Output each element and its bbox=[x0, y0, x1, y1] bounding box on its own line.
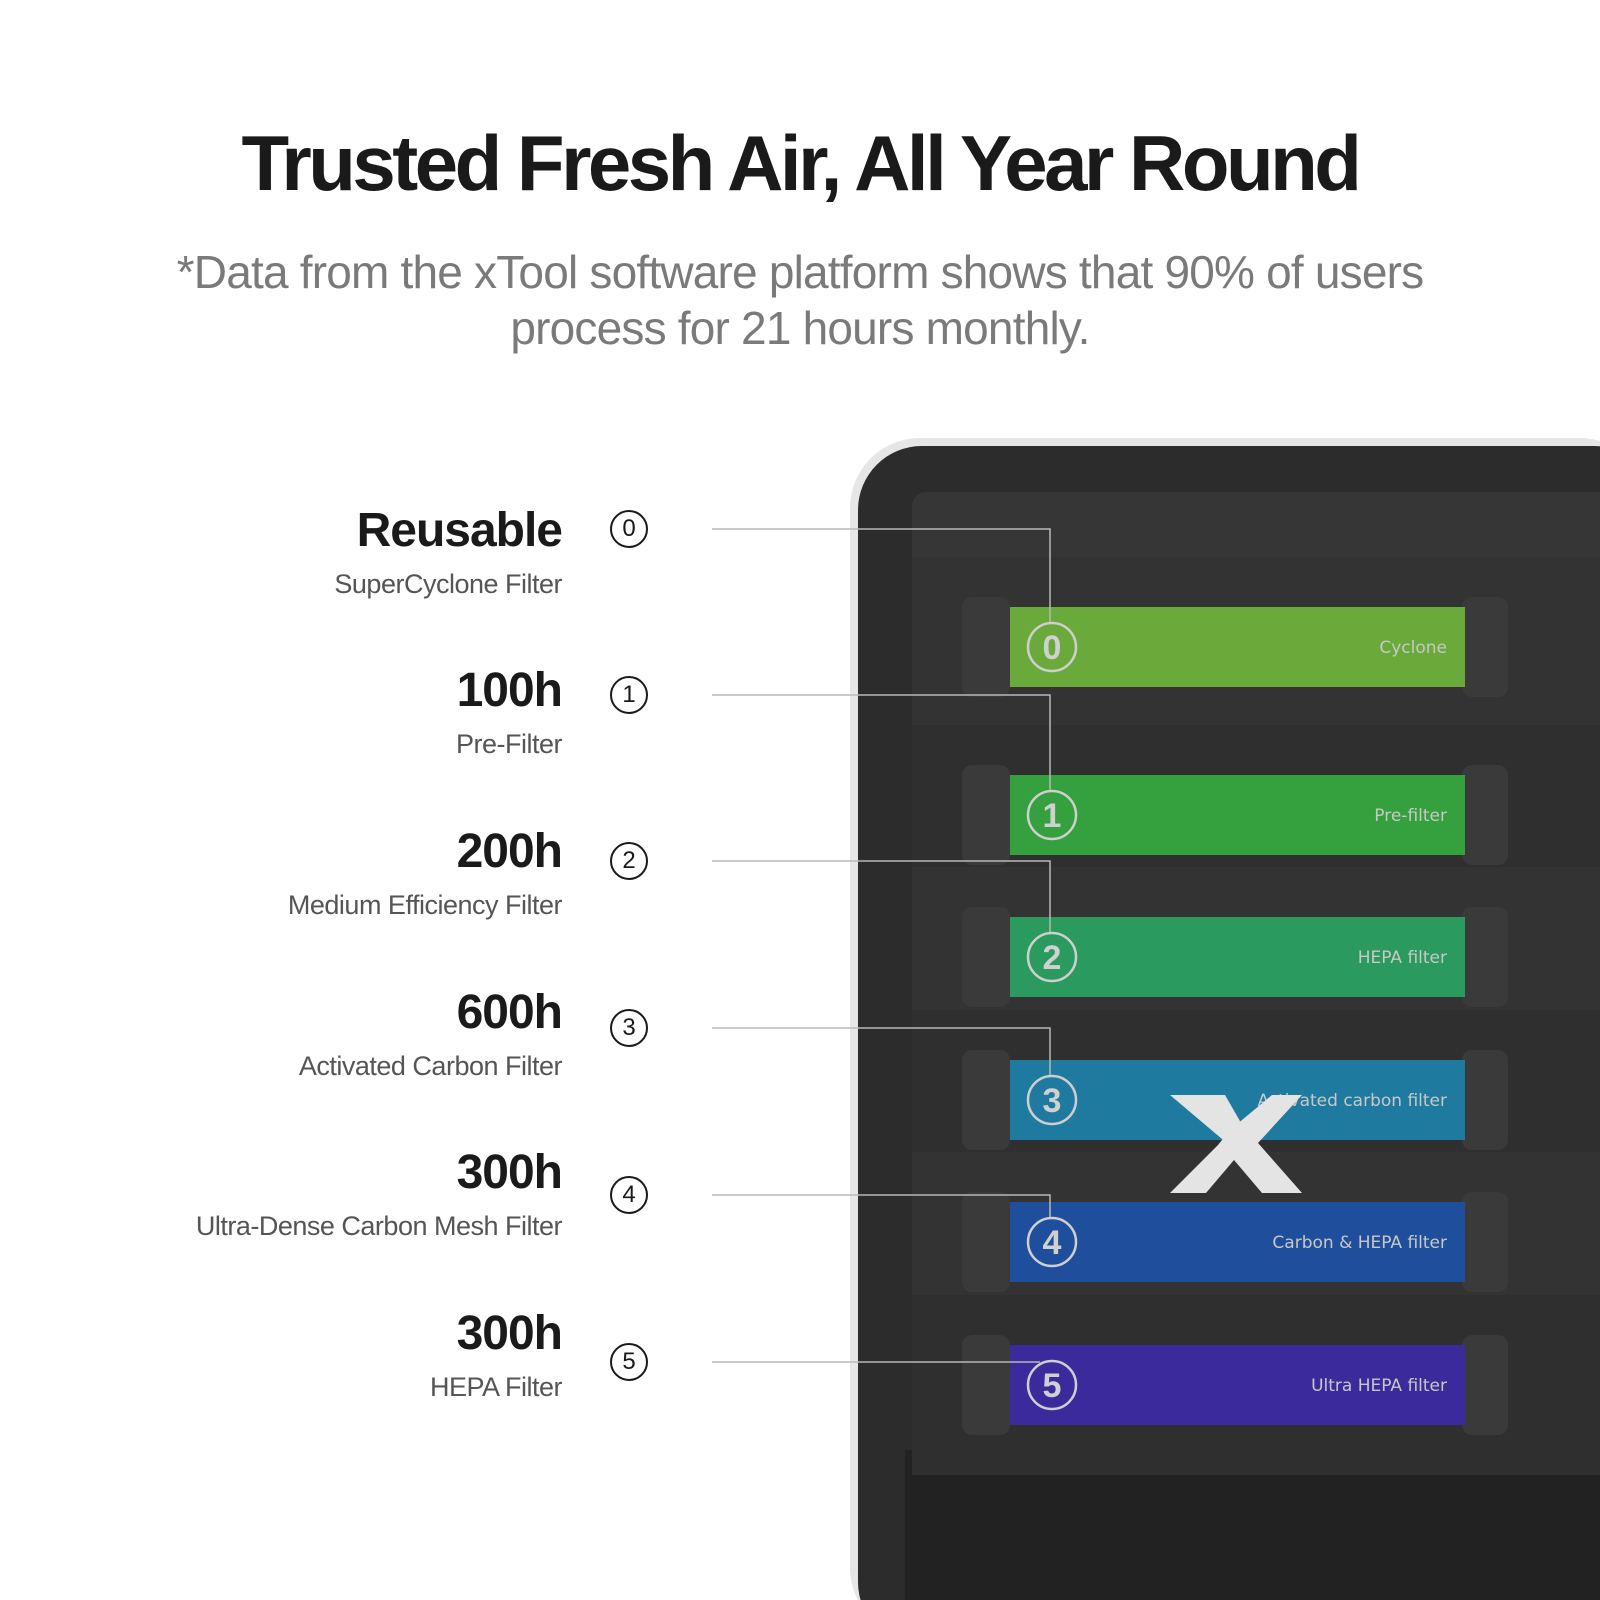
tray-handle-left bbox=[962, 907, 1010, 1007]
filter-number-badge: 1 bbox=[610, 676, 648, 714]
tray-handle-right bbox=[1462, 765, 1508, 865]
filter-name: SuperCyclone Filter bbox=[334, 569, 562, 599]
xtool-logo-icon bbox=[1170, 1095, 1302, 1193]
tray-label: HEPA filter bbox=[1358, 948, 1447, 968]
tray-number-circle bbox=[1026, 1074, 1078, 1126]
tray-number: 4 bbox=[1043, 1224, 1062, 1262]
tray-handle-left bbox=[962, 765, 1010, 865]
filter-lifespan: 300h bbox=[456, 1146, 563, 1199]
filter-band bbox=[1010, 1345, 1465, 1425]
tray-handle-left bbox=[962, 597, 1010, 697]
tray-handle-right bbox=[1462, 1050, 1508, 1150]
tray-handle-right bbox=[1462, 1192, 1508, 1292]
filter-lifespan: Reusable bbox=[356, 504, 563, 557]
page-title: Trusted Fresh Air, All Year Round bbox=[241, 119, 1362, 207]
tray-label: Ultra HEPA filter bbox=[1311, 1376, 1447, 1396]
leader-line bbox=[712, 1194, 1051, 1217]
tray-handle-right bbox=[1462, 597, 1508, 697]
tray-label: Pre-filter bbox=[1374, 806, 1447, 826]
filter-tray-5: 5 Ultra HEPA filter bbox=[912, 1295, 1600, 1475]
leader-line bbox=[712, 694, 1051, 790]
filter-lifespan: 200h bbox=[456, 825, 563, 878]
filter-name: Medium Efficiency Filter bbox=[287, 890, 563, 920]
tray-handle-left bbox=[962, 1050, 1010, 1150]
tray-number-circle bbox=[1026, 931, 1078, 983]
filter-name: HEPA Filter bbox=[429, 1372, 563, 1402]
tray-number: 1 bbox=[1043, 797, 1062, 835]
filter-entry-5: 300h HEPA Filter bbox=[62, 1306, 563, 1403]
tray-number-circle bbox=[1026, 1216, 1078, 1268]
filter-entry-1: 100h Pre-Filter bbox=[62, 663, 563, 760]
leader-line bbox=[712, 1027, 1051, 1075]
filter-band bbox=[1010, 1202, 1465, 1282]
subtitle-line-1: *Data from the xTool software platform s… bbox=[176, 246, 1424, 298]
filter-band bbox=[1010, 917, 1465, 997]
filter-lifespan: 300h bbox=[456, 1307, 563, 1360]
filter-entry-3: 600h Activated Carbon Filter bbox=[62, 985, 563, 1082]
filter-band bbox=[1010, 607, 1465, 687]
tray-number: 3 bbox=[1043, 1082, 1062, 1120]
filter-number-badge: 5 bbox=[610, 1343, 648, 1381]
filter-number-badge: 3 bbox=[610, 1009, 648, 1047]
filter-tray-0: 0 Cyclone bbox=[912, 557, 1600, 737]
tray-number-circle bbox=[1026, 1359, 1078, 1411]
filter-entry-0: Reusable SuperCyclone Filter bbox=[62, 503, 563, 600]
tray-number: 0 bbox=[1043, 629, 1062, 667]
filter-number-badge: 4 bbox=[610, 1176, 648, 1214]
tray-number: 5 bbox=[1043, 1367, 1062, 1405]
tray-label: Activated carbon filter bbox=[1257, 1091, 1447, 1111]
page-subtitle: *Data from the xTool software platform s… bbox=[100, 244, 1500, 356]
leader-line bbox=[712, 528, 1051, 622]
filter-band bbox=[1010, 775, 1465, 855]
tray-number-circle bbox=[1026, 789, 1078, 841]
subtitle-line-2: process for 21 hours monthly. bbox=[510, 302, 1090, 354]
tray-handle-right bbox=[1462, 1335, 1508, 1435]
tray-label: Carbon & HEPA filter bbox=[1272, 1233, 1447, 1253]
filter-name: Activated Carbon Filter bbox=[298, 1051, 563, 1081]
tray-handle-left bbox=[962, 1335, 1010, 1435]
tray-number-circle bbox=[1026, 621, 1078, 673]
filter-name: Pre-Filter bbox=[455, 729, 563, 759]
tray-label: Cyclone bbox=[1379, 638, 1447, 658]
filter-name: Ultra-Dense Carbon Mesh Filter bbox=[195, 1211, 563, 1241]
filter-entry-4: 300h Ultra-Dense Carbon Mesh Filter bbox=[62, 1145, 563, 1242]
filter-lifespan: 600h bbox=[456, 986, 563, 1039]
filter-entry-2: 200h Medium Efficiency Filter bbox=[62, 824, 563, 921]
filter-number-badge: 0 bbox=[610, 510, 648, 548]
filter-lifespan: 100h bbox=[456, 664, 563, 717]
leader-line bbox=[712, 860, 1051, 932]
filter-number-badge: 2 bbox=[610, 842, 648, 880]
tray-handle-right bbox=[1462, 907, 1508, 1007]
tray-handle-left bbox=[962, 1192, 1010, 1292]
tray-number: 2 bbox=[1043, 939, 1062, 977]
